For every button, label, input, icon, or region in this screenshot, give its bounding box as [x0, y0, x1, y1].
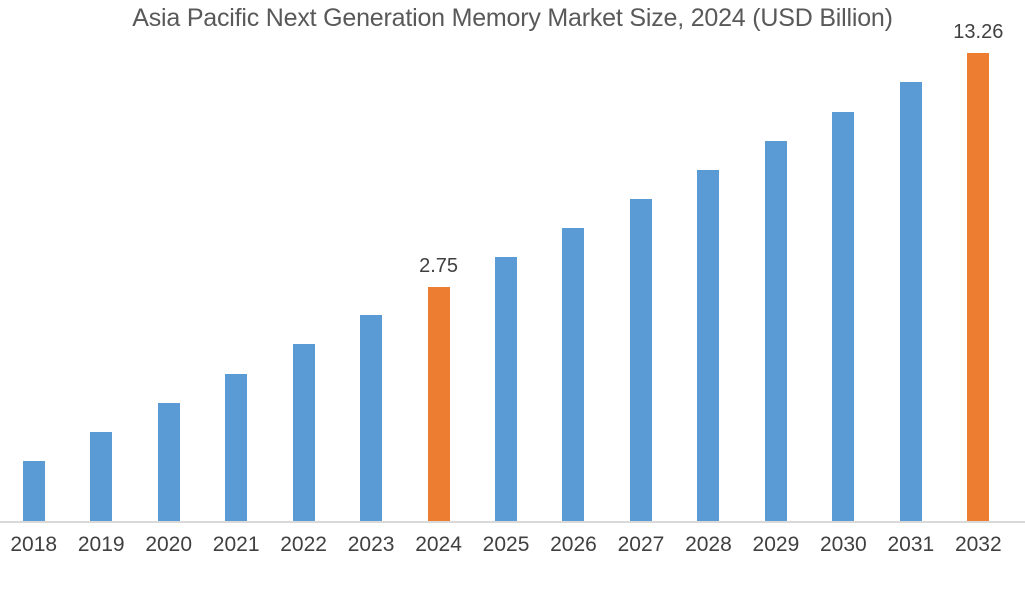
bar-column-2031 [877, 82, 944, 521]
bar-2029 [764, 141, 787, 521]
bar-column-2027 [607, 199, 674, 521]
x-tick-2019: 2019 [77, 533, 125, 556]
bar-column-2021 [202, 374, 269, 521]
bar-column-2028 [675, 170, 742, 521]
bar-column-2032: 13.26 [945, 21, 1012, 521]
bar-column-2019 [67, 432, 134, 521]
bar-2031 [899, 82, 922, 521]
plot-area: 2.75 13.26 [0, 21, 1012, 521]
bar-2023 [360, 315, 383, 521]
bar-2030 [832, 112, 855, 521]
bar-column-2018 [0, 461, 67, 521]
bar-column-2020 [135, 403, 202, 521]
data-label-2032: 13.26 [953, 21, 1004, 43]
x-tick-2029: 2029 [752, 533, 800, 556]
x-tick-2022: 2022 [280, 533, 327, 556]
bar-2032 [967, 53, 990, 521]
data-label-2024: 2.75 [419, 255, 459, 277]
bar-column-2029 [742, 141, 809, 521]
bar-column-2022 [270, 344, 337, 521]
bar-2028 [697, 170, 720, 521]
x-tick-2027: 2027 [617, 533, 665, 556]
bar-column-2024: 2.75 [405, 255, 472, 521]
bar-2024 [427, 287, 450, 521]
bar-2020 [157, 403, 180, 521]
bar-column-2023 [337, 315, 404, 521]
bar-2019 [90, 432, 113, 521]
bar-2027 [629, 199, 652, 521]
bar-column-2026 [540, 228, 607, 521]
bar-series: 2.75 13.26 [0, 21, 1012, 521]
bar-2018 [22, 461, 45, 521]
x-tick-2031: 2031 [887, 533, 935, 556]
x-axis-line [0, 521, 1025, 523]
x-tick-2028: 2028 [685, 533, 732, 556]
bar-column-2030 [810, 112, 877, 521]
chart-title: Asia Pacific Next Generation Memory Mark… [132, 4, 893, 32]
bar-2022 [292, 344, 315, 521]
x-tick-2020: 2020 [145, 533, 193, 556]
x-tick-2025: 2025 [482, 533, 530, 556]
x-axis-labels: 2018 2019 2020 2021 2022 2023 2024 2025 2026 2027… [0, 533, 1012, 557]
bar-2026 [562, 228, 585, 521]
x-tick-2026: 2026 [550, 533, 597, 556]
x-tick-2023: 2023 [347, 533, 395, 556]
bar-2025 [495, 257, 518, 521]
x-tick-2021: 2021 [212, 533, 260, 556]
x-tick-2030: 2030 [820, 533, 867, 556]
x-tick-2018: 2018 [10, 533, 58, 556]
x-tick-2024: 2024 [415, 533, 462, 556]
x-tick-2032: 2032 [954, 533, 1002, 556]
bar-column-2025 [472, 257, 539, 521]
bar-2021 [225, 374, 248, 521]
